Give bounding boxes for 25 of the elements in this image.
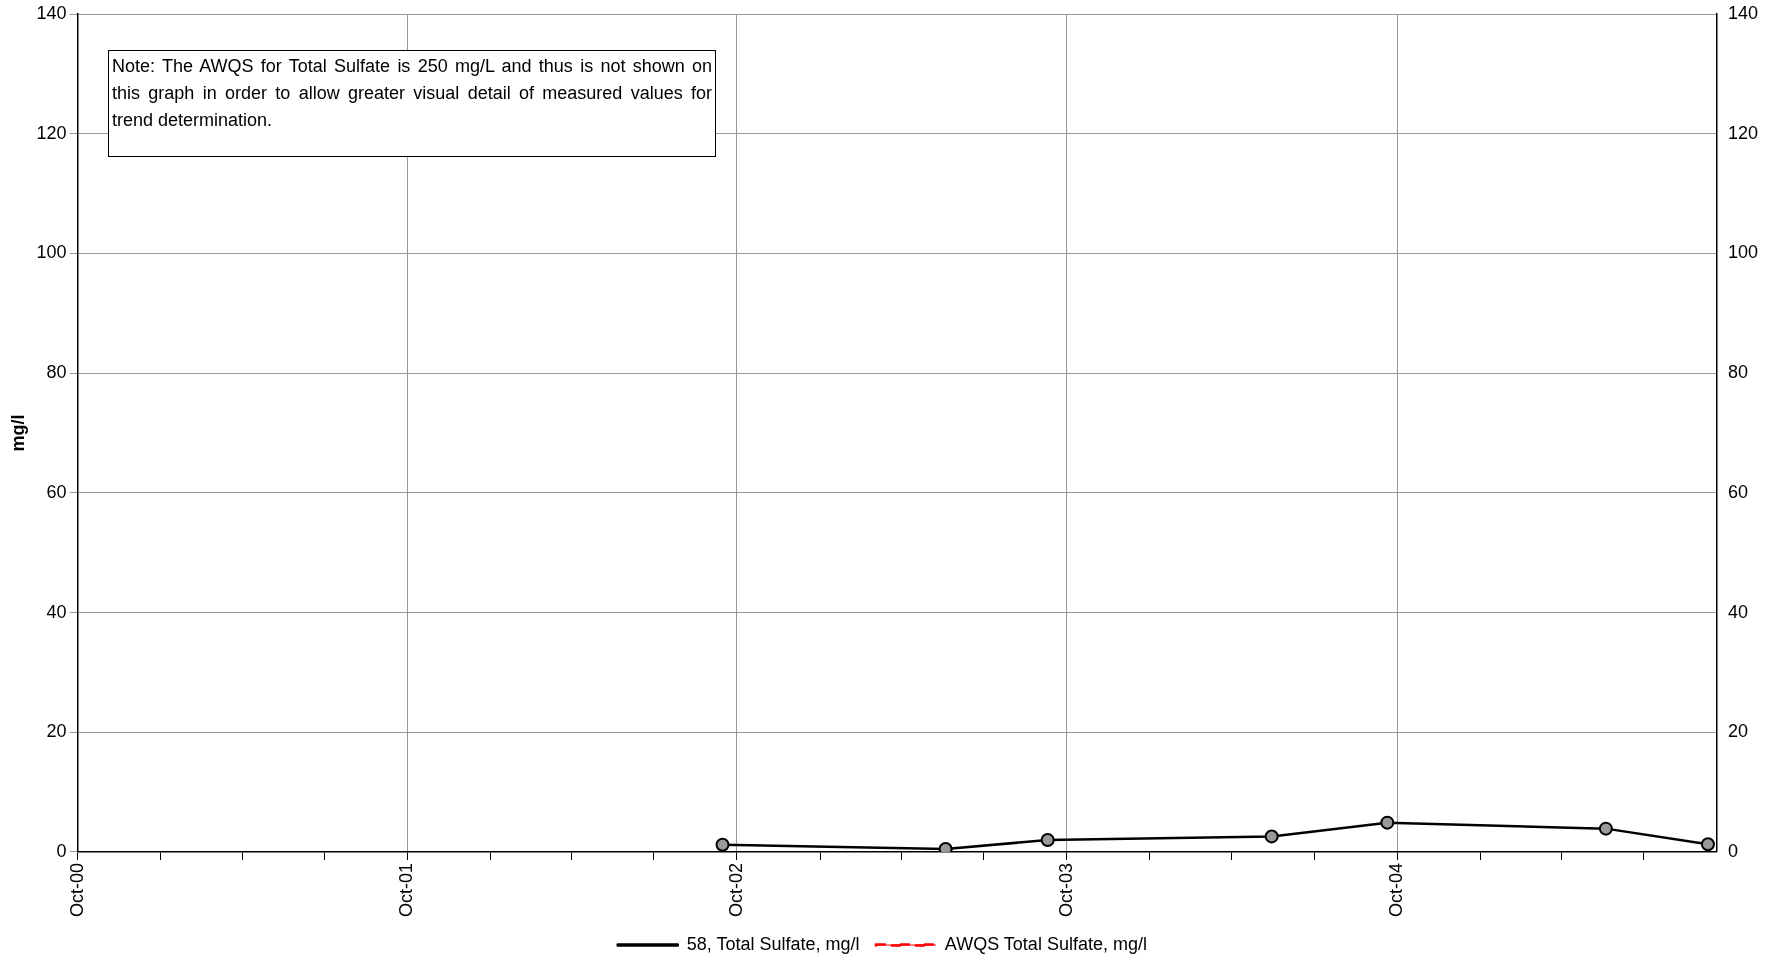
y2-tick-label: 60 [1727, 481, 1748, 502]
x-tick-label: Oct-04 [1386, 862, 1407, 918]
y-tick-label: 40 [46, 601, 67, 622]
x-tick-label: Oct-00 [66, 862, 87, 918]
y-tick-label: 60 [46, 481, 67, 502]
legend-label: AWQS Total Sulfate, mg/l [944, 933, 1147, 954]
y-tick-label: 80 [46, 362, 67, 383]
y2-tick-label: 40 [1727, 601, 1748, 622]
y-tick-label: 140 [36, 2, 67, 23]
y-tick-label: 20 [46, 721, 67, 742]
y-tick-label: 100 [36, 242, 67, 263]
x-tick-label: Oct-02 [725, 862, 746, 918]
y2-tick-label: 20 [1727, 721, 1748, 742]
y-tick-label: 120 [36, 122, 67, 143]
y-tick-label: 0 [56, 840, 67, 861]
y2-tick-label: 0 [1727, 840, 1738, 861]
x-tick-label: Oct-01 [396, 862, 417, 918]
annotation: Note: The AWQS for Total Sulfate is 250 mg/L and thus is not shown on this graph in order to allow greater visual detail of measured values for trend determination. [108, 50, 716, 157]
x-tick-label: Oct-03 [1055, 862, 1076, 918]
y2-tick-label: 100 [1727, 242, 1759, 263]
y-axis-title: mg/l [7, 414, 28, 452]
y2-tick-label: 140 [1727, 2, 1759, 23]
y2-tick-label: 120 [1727, 122, 1759, 143]
y2-tick-label: 80 [1727, 362, 1748, 383]
legend-label: 58, Total Sulfate, mg/l [686, 933, 860, 954]
